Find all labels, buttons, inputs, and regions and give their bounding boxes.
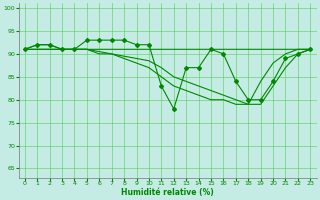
X-axis label: Humidité relative (%): Humidité relative (%)	[121, 188, 214, 197]
